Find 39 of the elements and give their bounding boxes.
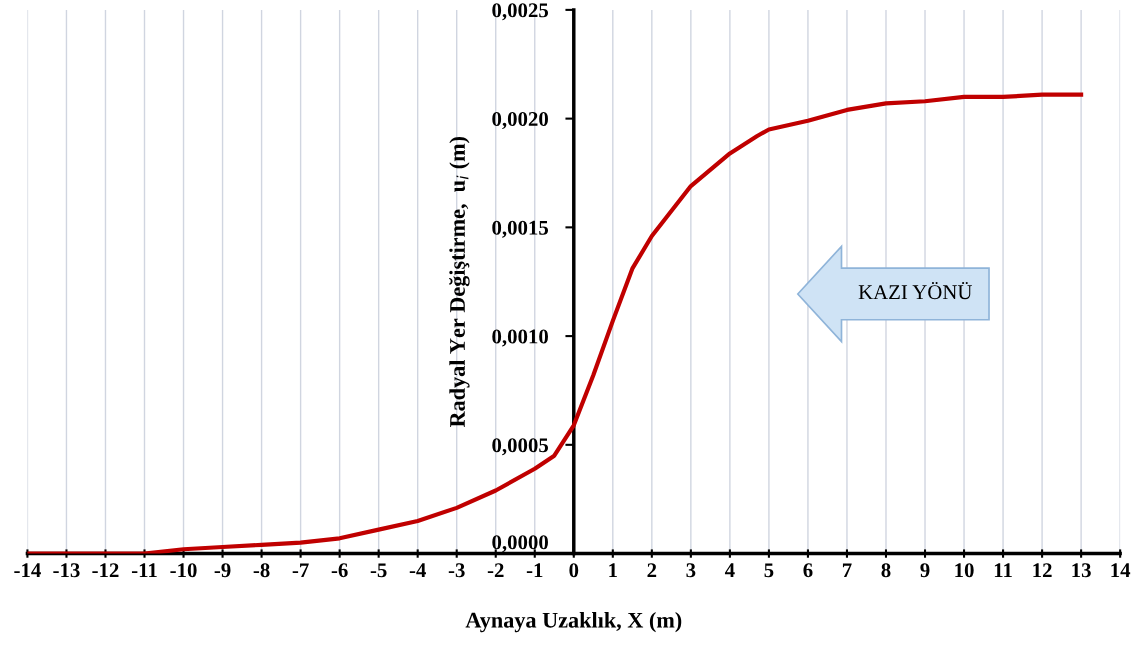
y-tick-label: 0,0010 [492,329,548,347]
x-tick-label: 5 [764,563,774,578]
line-series [27,92,1084,554]
x-tick-label: -8 [253,563,270,578]
x-tick-label: 0 [569,563,579,578]
y-tick-label: 0,0025 [492,3,549,21]
y-axis-title: Radyal Yer Değiştirme, u$_{i}$ (m) [449,136,470,428]
x-tick-label: -3 [448,563,465,578]
annotation: KAZI YÖNÜ [858,282,972,300]
x-tick-label: 1 [609,563,617,578]
y-tick-label: 0,0005 [492,438,549,456]
x-tick-label: 2 [647,563,657,578]
x-tick-label: -14 [14,563,41,578]
x-tick-label: 13 [1072,563,1091,578]
x-tick-label: 14 [1111,563,1131,578]
x-tick-label: 6 [803,563,813,578]
x-tick-label: -4 [409,563,426,578]
x-tick-label: 8 [881,563,891,578]
x-tick-label: 12 [1033,563,1052,578]
x-tick-label: -1 [526,563,543,578]
x-tick-label: -12 [92,563,119,578]
x-tick-label: 9 [920,563,930,578]
x-tick-label: -5 [370,563,387,578]
y-tick-label: 0,0020 [492,111,548,130]
x-tick-label: -13 [53,563,80,578]
x-tick-label: -11 [131,563,157,578]
x-tick-label: -6 [331,563,348,578]
x-tick-label: -2 [487,563,504,578]
x-tick-label: 3 [686,563,696,578]
x-tick-label: 11 [994,563,1012,578]
x-tick-label: -7 [292,563,309,578]
x-tick-label: 7 [842,563,852,578]
x-tick-label: -10 [170,563,197,578]
x-tick-label: -9 [214,563,231,578]
x-tick-label: 10 [955,563,974,578]
y-tick-label: 0,0000 [492,535,548,553]
x-tick-label: 4 [724,563,735,578]
y-tick-label: 0,0015 [492,220,549,238]
x-axis-title: Aynaya Uzaklık, X (m) [465,612,682,633]
